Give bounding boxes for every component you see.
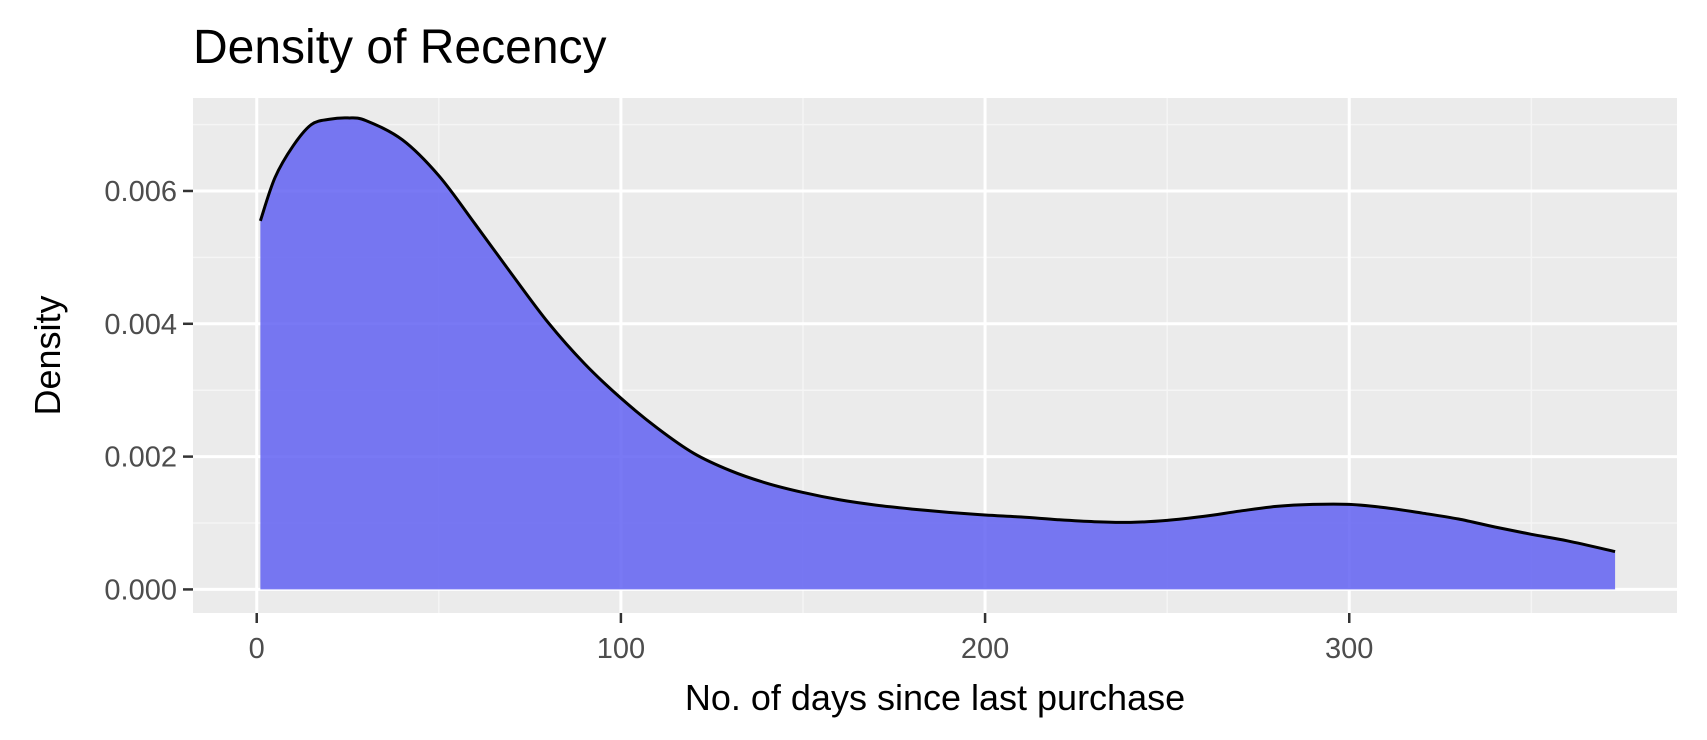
- y-axis-title: Density: [27, 295, 68, 415]
- x-tick-label: 100: [597, 633, 645, 665]
- y-tick-label: 0.006: [104, 176, 177, 208]
- x-tick-label: 200: [961, 633, 1009, 665]
- density-area: [260, 117, 1616, 590]
- density-line: [258, 116, 1616, 554]
- x-tick-label: 300: [1325, 633, 1373, 665]
- x-tick-label: 0: [249, 633, 265, 665]
- x-axis-title: No. of days since last purchase: [685, 677, 1185, 718]
- y-tick-label: 0.000: [104, 574, 177, 606]
- y-tick-label: 0.002: [104, 442, 177, 474]
- y-axis: 0.000 0.002 0.004 0.006: [104, 176, 193, 606]
- chart-title: Density of Recency: [193, 21, 607, 74]
- x-axis: 0 100 200 300: [249, 613, 1373, 665]
- y-tick-label: 0.004: [104, 309, 177, 341]
